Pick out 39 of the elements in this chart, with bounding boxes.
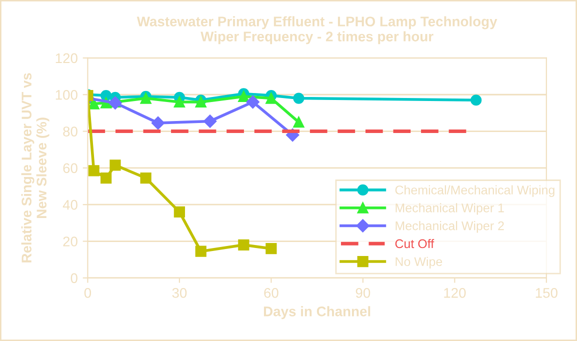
legend-label: Cut Off xyxy=(395,238,434,248)
point xyxy=(293,116,304,128)
point xyxy=(88,165,100,176)
point xyxy=(195,246,206,257)
x-tick-label: 30 xyxy=(172,288,187,298)
y-axis-title: Relative Single Layer UVT vs New Sleeve (%) xyxy=(21,73,50,262)
legend-label: No Wipe xyxy=(396,256,442,269)
x-tick-label: 120 xyxy=(444,288,466,298)
y-tick-label: 100 xyxy=(56,90,78,100)
x-tick-label: 60 xyxy=(264,288,278,298)
point xyxy=(266,243,277,254)
point xyxy=(151,116,165,130)
y-tick-label: 20 xyxy=(63,236,78,246)
point xyxy=(110,160,121,171)
y-tick-label: 40 xyxy=(62,200,78,210)
point xyxy=(174,206,186,218)
legend-label: Mechanical Wiper 2 xyxy=(396,221,504,233)
y-tick-label: 60 xyxy=(63,163,78,174)
y-tick-label: 120 xyxy=(56,53,78,64)
point xyxy=(88,98,100,110)
point xyxy=(140,172,152,184)
y-tick-label: 80 xyxy=(63,126,78,136)
x-tick-label: 90 xyxy=(356,288,370,298)
chart-title: Wastewater Primary Effluent - LPHO Lamp Technology Wiper Frequency - 2 times per hour xyxy=(136,16,498,44)
point xyxy=(174,96,186,108)
legend-label: Mechanical Wiper 1 xyxy=(396,203,504,215)
point xyxy=(100,172,112,184)
point xyxy=(238,239,250,250)
y-tick-label: 0 xyxy=(70,273,78,284)
x-axis-title: Days in Channel xyxy=(264,306,370,320)
point xyxy=(266,92,277,104)
point xyxy=(246,95,260,109)
legend-label: Chemical/Mechanical Wiping xyxy=(395,185,554,197)
x-tick-label: 0 xyxy=(84,288,92,298)
point xyxy=(203,114,217,128)
point xyxy=(238,90,250,102)
point xyxy=(293,92,304,104)
x-tick-label: 150 xyxy=(536,288,558,298)
point xyxy=(470,94,482,106)
